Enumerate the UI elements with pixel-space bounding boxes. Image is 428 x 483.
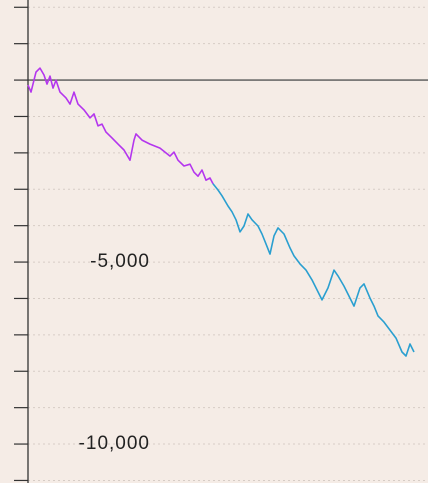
series-line [27, 67, 214, 185]
series-line [212, 183, 415, 357]
y-tick-label: -5,000 [90, 251, 150, 272]
y-tick-label: -10,000 [79, 433, 150, 454]
